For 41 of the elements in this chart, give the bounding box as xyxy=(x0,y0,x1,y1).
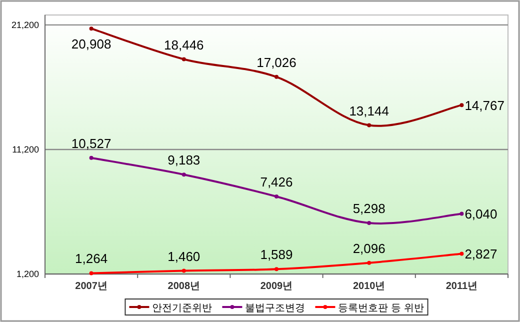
x-tick-label: 2008년 xyxy=(168,281,200,292)
x-tick-label: 2010년 xyxy=(352,281,386,292)
point xyxy=(367,260,372,265)
legend-label: 등록번호판 등 위반 xyxy=(338,303,424,314)
data-label: 1,460 xyxy=(168,248,200,264)
data-label: 2,096 xyxy=(352,240,386,256)
point xyxy=(182,268,186,273)
legend-label: 불법구조변경 xyxy=(245,303,306,314)
y-tick-label: 1,200 xyxy=(16,269,39,279)
point xyxy=(182,172,186,177)
x-tick-label: 2007년 xyxy=(75,281,108,292)
data-label: 7,426 xyxy=(260,174,293,190)
point xyxy=(274,194,278,198)
point xyxy=(460,252,464,256)
point xyxy=(274,74,278,79)
point xyxy=(182,57,186,62)
point xyxy=(460,212,464,216)
data-label: 10,527 xyxy=(71,136,112,151)
data-label: 1,589 xyxy=(260,247,293,262)
data-label: 9,183 xyxy=(168,152,200,168)
x-tick-label: 2011년 xyxy=(446,281,478,292)
data-label: 18,446 xyxy=(164,37,204,52)
y-tick-label: 21,200 xyxy=(11,20,39,30)
x-tick-label: 2009년 xyxy=(260,281,293,292)
y-tick-label: 11,200 xyxy=(12,144,39,154)
point xyxy=(89,271,94,276)
data-label: 14,767 xyxy=(464,98,504,114)
data-label: 1,264 xyxy=(75,251,108,266)
point xyxy=(89,26,94,31)
point xyxy=(367,220,372,225)
point xyxy=(460,103,464,108)
data-label: 13,144 xyxy=(349,103,389,118)
point xyxy=(274,267,278,272)
point xyxy=(89,156,94,160)
data-label: 20,908 xyxy=(71,36,112,52)
point xyxy=(367,123,372,128)
data-label: 6,040 xyxy=(464,206,498,222)
data-label: 2,827 xyxy=(464,246,498,262)
data-label: 17,026 xyxy=(256,54,296,70)
legend-label: 안전기준위반 xyxy=(152,303,212,314)
data-label: 5,298 xyxy=(352,200,386,216)
